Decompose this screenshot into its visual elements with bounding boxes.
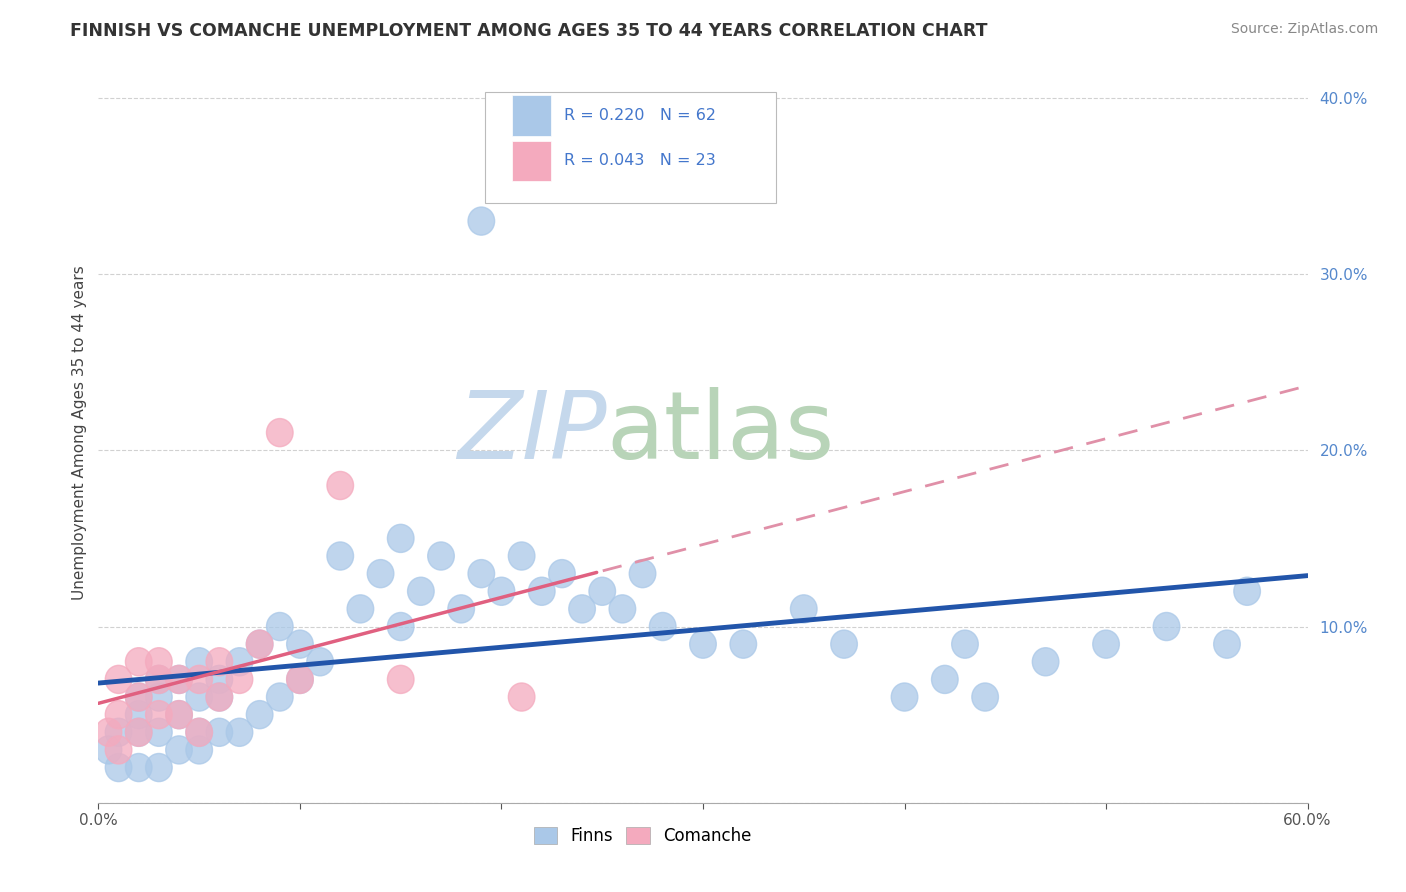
Ellipse shape xyxy=(125,754,152,781)
Ellipse shape xyxy=(186,718,212,747)
Text: FINNISH VS COMANCHE UNEMPLOYMENT AMONG AGES 35 TO 44 YEARS CORRELATION CHART: FINNISH VS COMANCHE UNEMPLOYMENT AMONG A… xyxy=(70,22,988,40)
Ellipse shape xyxy=(1153,613,1180,640)
Ellipse shape xyxy=(166,665,193,693)
FancyBboxPatch shape xyxy=(485,92,776,203)
Ellipse shape xyxy=(952,630,979,658)
Ellipse shape xyxy=(226,648,253,676)
Ellipse shape xyxy=(267,683,292,711)
Text: R = 0.220   N = 62: R = 0.220 N = 62 xyxy=(564,108,716,123)
Ellipse shape xyxy=(449,595,474,623)
Ellipse shape xyxy=(105,736,132,764)
Ellipse shape xyxy=(1213,630,1240,658)
Ellipse shape xyxy=(186,665,212,693)
Ellipse shape xyxy=(328,472,353,500)
Ellipse shape xyxy=(891,683,918,711)
Ellipse shape xyxy=(831,630,858,658)
Y-axis label: Unemployment Among Ages 35 to 44 years: Unemployment Among Ages 35 to 44 years xyxy=(72,265,87,600)
Ellipse shape xyxy=(105,700,132,729)
Ellipse shape xyxy=(146,700,172,729)
Text: R = 0.043   N = 23: R = 0.043 N = 23 xyxy=(564,153,716,169)
Ellipse shape xyxy=(226,665,253,693)
Ellipse shape xyxy=(1092,630,1119,658)
Ellipse shape xyxy=(226,718,253,747)
Ellipse shape xyxy=(650,613,676,640)
Ellipse shape xyxy=(730,630,756,658)
Legend: Finns, Comanche: Finns, Comanche xyxy=(529,822,756,850)
Text: atlas: atlas xyxy=(606,386,835,479)
Ellipse shape xyxy=(125,718,152,747)
Ellipse shape xyxy=(932,665,957,693)
Ellipse shape xyxy=(630,559,655,588)
Ellipse shape xyxy=(690,630,716,658)
Bar xyxy=(512,95,551,136)
Ellipse shape xyxy=(287,665,314,693)
Ellipse shape xyxy=(388,524,413,552)
Ellipse shape xyxy=(246,630,273,658)
Ellipse shape xyxy=(307,648,333,676)
Ellipse shape xyxy=(1234,577,1260,606)
Ellipse shape xyxy=(166,736,193,764)
Ellipse shape xyxy=(186,683,212,711)
Ellipse shape xyxy=(287,665,314,693)
Ellipse shape xyxy=(207,718,232,747)
Ellipse shape xyxy=(427,542,454,570)
Text: ZIP: ZIP xyxy=(457,387,606,478)
Ellipse shape xyxy=(207,665,232,693)
Ellipse shape xyxy=(246,700,273,729)
Ellipse shape xyxy=(105,754,132,781)
Ellipse shape xyxy=(347,595,374,623)
Ellipse shape xyxy=(468,207,495,235)
Ellipse shape xyxy=(166,665,193,693)
Ellipse shape xyxy=(146,648,172,676)
Text: Source: ZipAtlas.com: Source: ZipAtlas.com xyxy=(1230,22,1378,37)
Ellipse shape xyxy=(166,700,193,729)
Ellipse shape xyxy=(287,630,314,658)
Ellipse shape xyxy=(267,613,292,640)
Ellipse shape xyxy=(972,683,998,711)
Ellipse shape xyxy=(367,559,394,588)
Ellipse shape xyxy=(529,577,555,606)
Ellipse shape xyxy=(146,754,172,781)
Ellipse shape xyxy=(125,683,152,711)
Ellipse shape xyxy=(207,648,232,676)
Ellipse shape xyxy=(468,559,495,588)
Ellipse shape xyxy=(96,736,122,764)
Ellipse shape xyxy=(569,595,595,623)
Ellipse shape xyxy=(207,683,232,711)
Ellipse shape xyxy=(267,418,292,447)
Ellipse shape xyxy=(146,683,172,711)
Ellipse shape xyxy=(408,577,434,606)
Ellipse shape xyxy=(609,595,636,623)
Ellipse shape xyxy=(207,683,232,711)
Ellipse shape xyxy=(146,718,172,747)
Ellipse shape xyxy=(509,542,534,570)
Ellipse shape xyxy=(105,665,132,693)
Ellipse shape xyxy=(146,665,172,693)
Ellipse shape xyxy=(388,665,413,693)
Ellipse shape xyxy=(328,542,353,570)
Ellipse shape xyxy=(125,718,152,747)
Ellipse shape xyxy=(1032,648,1059,676)
Ellipse shape xyxy=(186,736,212,764)
Ellipse shape xyxy=(96,718,122,747)
Ellipse shape xyxy=(125,700,152,729)
Ellipse shape xyxy=(388,613,413,640)
Ellipse shape xyxy=(246,630,273,658)
Ellipse shape xyxy=(790,595,817,623)
Ellipse shape xyxy=(488,577,515,606)
Ellipse shape xyxy=(166,700,193,729)
Ellipse shape xyxy=(186,648,212,676)
Ellipse shape xyxy=(186,718,212,747)
Ellipse shape xyxy=(146,665,172,693)
Ellipse shape xyxy=(589,577,616,606)
Bar xyxy=(512,141,551,181)
Ellipse shape xyxy=(548,559,575,588)
Ellipse shape xyxy=(509,683,534,711)
Ellipse shape xyxy=(125,683,152,711)
Ellipse shape xyxy=(125,648,152,676)
Ellipse shape xyxy=(105,718,132,747)
